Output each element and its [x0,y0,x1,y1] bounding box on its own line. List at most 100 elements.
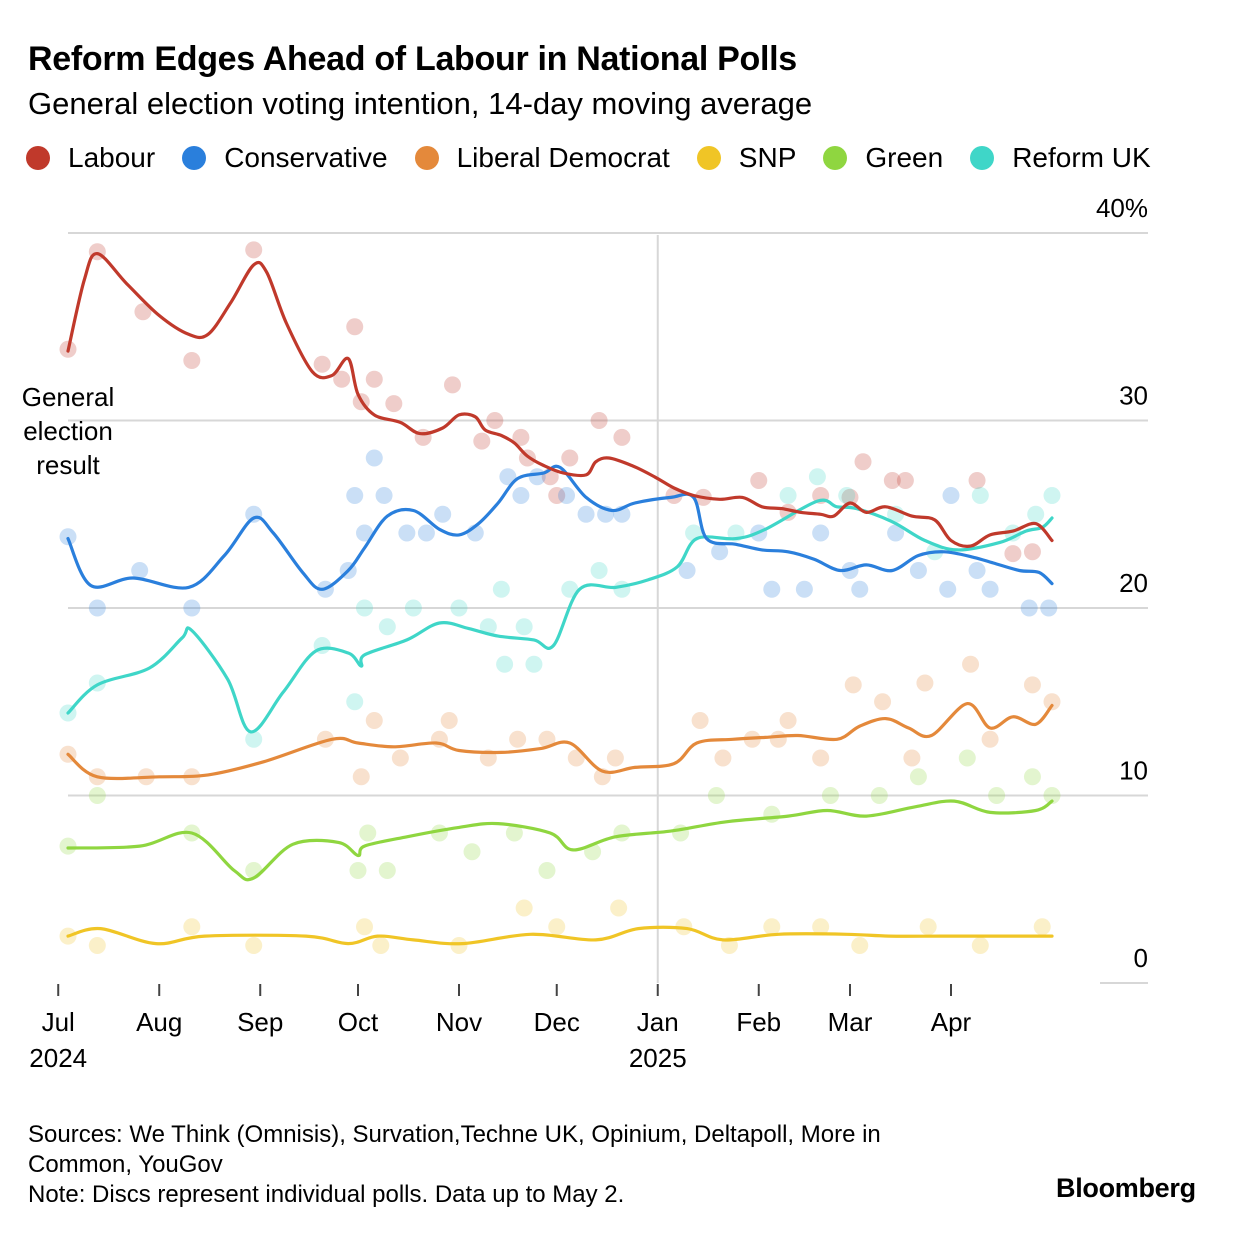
poll-disc-liberal-democrat [365,712,383,729]
poll-disc-conservative [795,580,813,598]
poll-disc-reform-uk [515,618,533,636]
poll-disc-green [988,787,1006,804]
poll-disc-conservative [1040,599,1058,617]
poll-disc-reform-uk [971,487,989,504]
legend-label: Reform UK [1012,142,1151,173]
chart-title: Reform Edges Ahead of Labour in National… [28,40,797,78]
bloomberg-logo: Bloomberg [1056,1173,1196,1203]
poll-disc-reform-uk [450,599,468,617]
poll-disc-snp [548,918,566,936]
poll-disc-conservative [909,562,927,579]
poll-disc-conservative [558,487,576,504]
poll-disc-conservative [417,524,435,542]
poll-disc-green [870,787,888,804]
poll-disc-liberal-democrat [812,749,830,767]
poll-disc-liberal-democrat [962,655,980,673]
y-tick-label: 10 [1119,756,1148,786]
poll-disc-labour [883,472,901,489]
poll-disc-liberal-democrat [567,749,585,767]
series-line-snp [66,925,1054,946]
poll-disc-labour [548,487,566,504]
chart-subtitle: General election voting intention, 14-da… [28,86,813,121]
x-tick-label: Apr [931,1007,972,1037]
poll-disc-reform-uk [1027,505,1045,523]
poll-disc-labour [333,370,351,388]
legend-item-labour: Labour [26,142,155,174]
chart: 0 10 20 30 40% Jul 2024 Aug Sep Oct Nov Dec Jan 2025 F… [22,193,1148,1073]
poll-disc-liberal-democrat [916,674,934,692]
poll-disc-liberal-democrat [440,712,458,729]
poll-disc-green [1023,768,1041,786]
legend-swatch [26,146,50,170]
poll-disc-conservative [499,468,517,486]
x-year-label: 2025 [629,1043,687,1073]
poll-disc-liberal-democrat [538,730,556,748]
poll-disc-labour [346,318,364,336]
legend-item-snp: SNP [696,142,797,174]
poll-disc-liberal-democrat [874,693,892,711]
poll-disc-conservative [183,599,201,617]
poll-disc-green [88,787,106,804]
legend-swatch [823,146,848,170]
poll-disc-green [613,824,631,842]
poll-disc-reform-uk [346,693,364,711]
y-tick-label: 0 [1134,943,1148,973]
poll-disc-green [505,824,523,842]
poll-disc-conservative [245,505,263,523]
poll-disc-conservative [577,505,595,523]
poll-disc-conservative [131,562,149,579]
poll-disc-reform-uk [496,655,514,673]
poll-disc-conservative [711,543,729,561]
x-tick-label: Jan [637,1007,679,1037]
legend-label: Labour [68,142,156,173]
x-tick-label: Jul [42,1007,75,1037]
chart-footer: Sources: We Think (Omnisis), Survation,T… [28,1120,988,1210]
poll-disc-green [463,843,481,861]
legend-swatch [182,146,207,170]
poll-disc-conservative [851,580,869,598]
poll-disc-reform-uk [779,487,797,504]
poll-disc-liberal-democrat [1023,676,1041,694]
poll-disc-green [707,787,725,804]
series-line-conservative [66,464,1054,591]
poll-disc-conservative [763,580,781,598]
poll-disc-liberal-democrat [903,749,921,767]
poll-disc-liberal-democrat [691,712,709,729]
x-tick-label: Dec [534,1007,580,1037]
poll-disc-liberal-democrat [509,730,527,748]
poll-disc-liberal-democrat [1043,693,1061,711]
data-note: Note: Discs represent individual polls. … [28,1181,625,1208]
poll-disc-reform-uk [561,580,579,598]
poll-disc-conservative [968,562,986,579]
poll-disc-labour [365,370,383,388]
x-tick-label: Feb [736,1007,781,1037]
legend-item-green: Green [823,142,943,174]
x-year-label: 2024 [29,1043,87,1073]
sources-note: Sources: We Think (Omnisis), Survation,T… [28,1121,881,1178]
poll-disc-labour [854,453,872,471]
poll-disc-conservative [346,487,364,504]
poll-disc-snp [356,918,374,936]
legend: Labour Conservative Liberal Democrat SNP Gre… [26,142,1178,174]
series-line-liberal-democrat [66,702,1054,781]
legend-item-liberal-democrat: Liberal Democrat [414,142,670,174]
poll-disc-snp [919,918,937,936]
poll-disc-conservative [375,487,393,504]
poll-disc-labour [750,472,768,489]
legend-label: Green [865,142,944,173]
poll-disc-reform-uk [492,580,510,598]
poll-disc-conservative [365,449,383,467]
poll-disc-conservative [812,524,830,542]
poll-disc-snp [763,918,781,936]
poll-disc-labour [486,412,504,429]
legend-label: SNP [738,142,797,173]
poll-disc-snp [1033,918,1051,936]
poll-disc-liberal-democrat [714,749,732,767]
legend-label: Liberal Democrat [456,142,670,173]
poll-disc-green [958,749,976,767]
poll-disc-liberal-democrat [844,676,862,694]
poll-disc-snp [812,918,830,936]
poll-disc-conservative [528,468,546,486]
poll-disc-liberal-democrat [606,749,624,767]
poll-disc-labour [183,352,201,369]
